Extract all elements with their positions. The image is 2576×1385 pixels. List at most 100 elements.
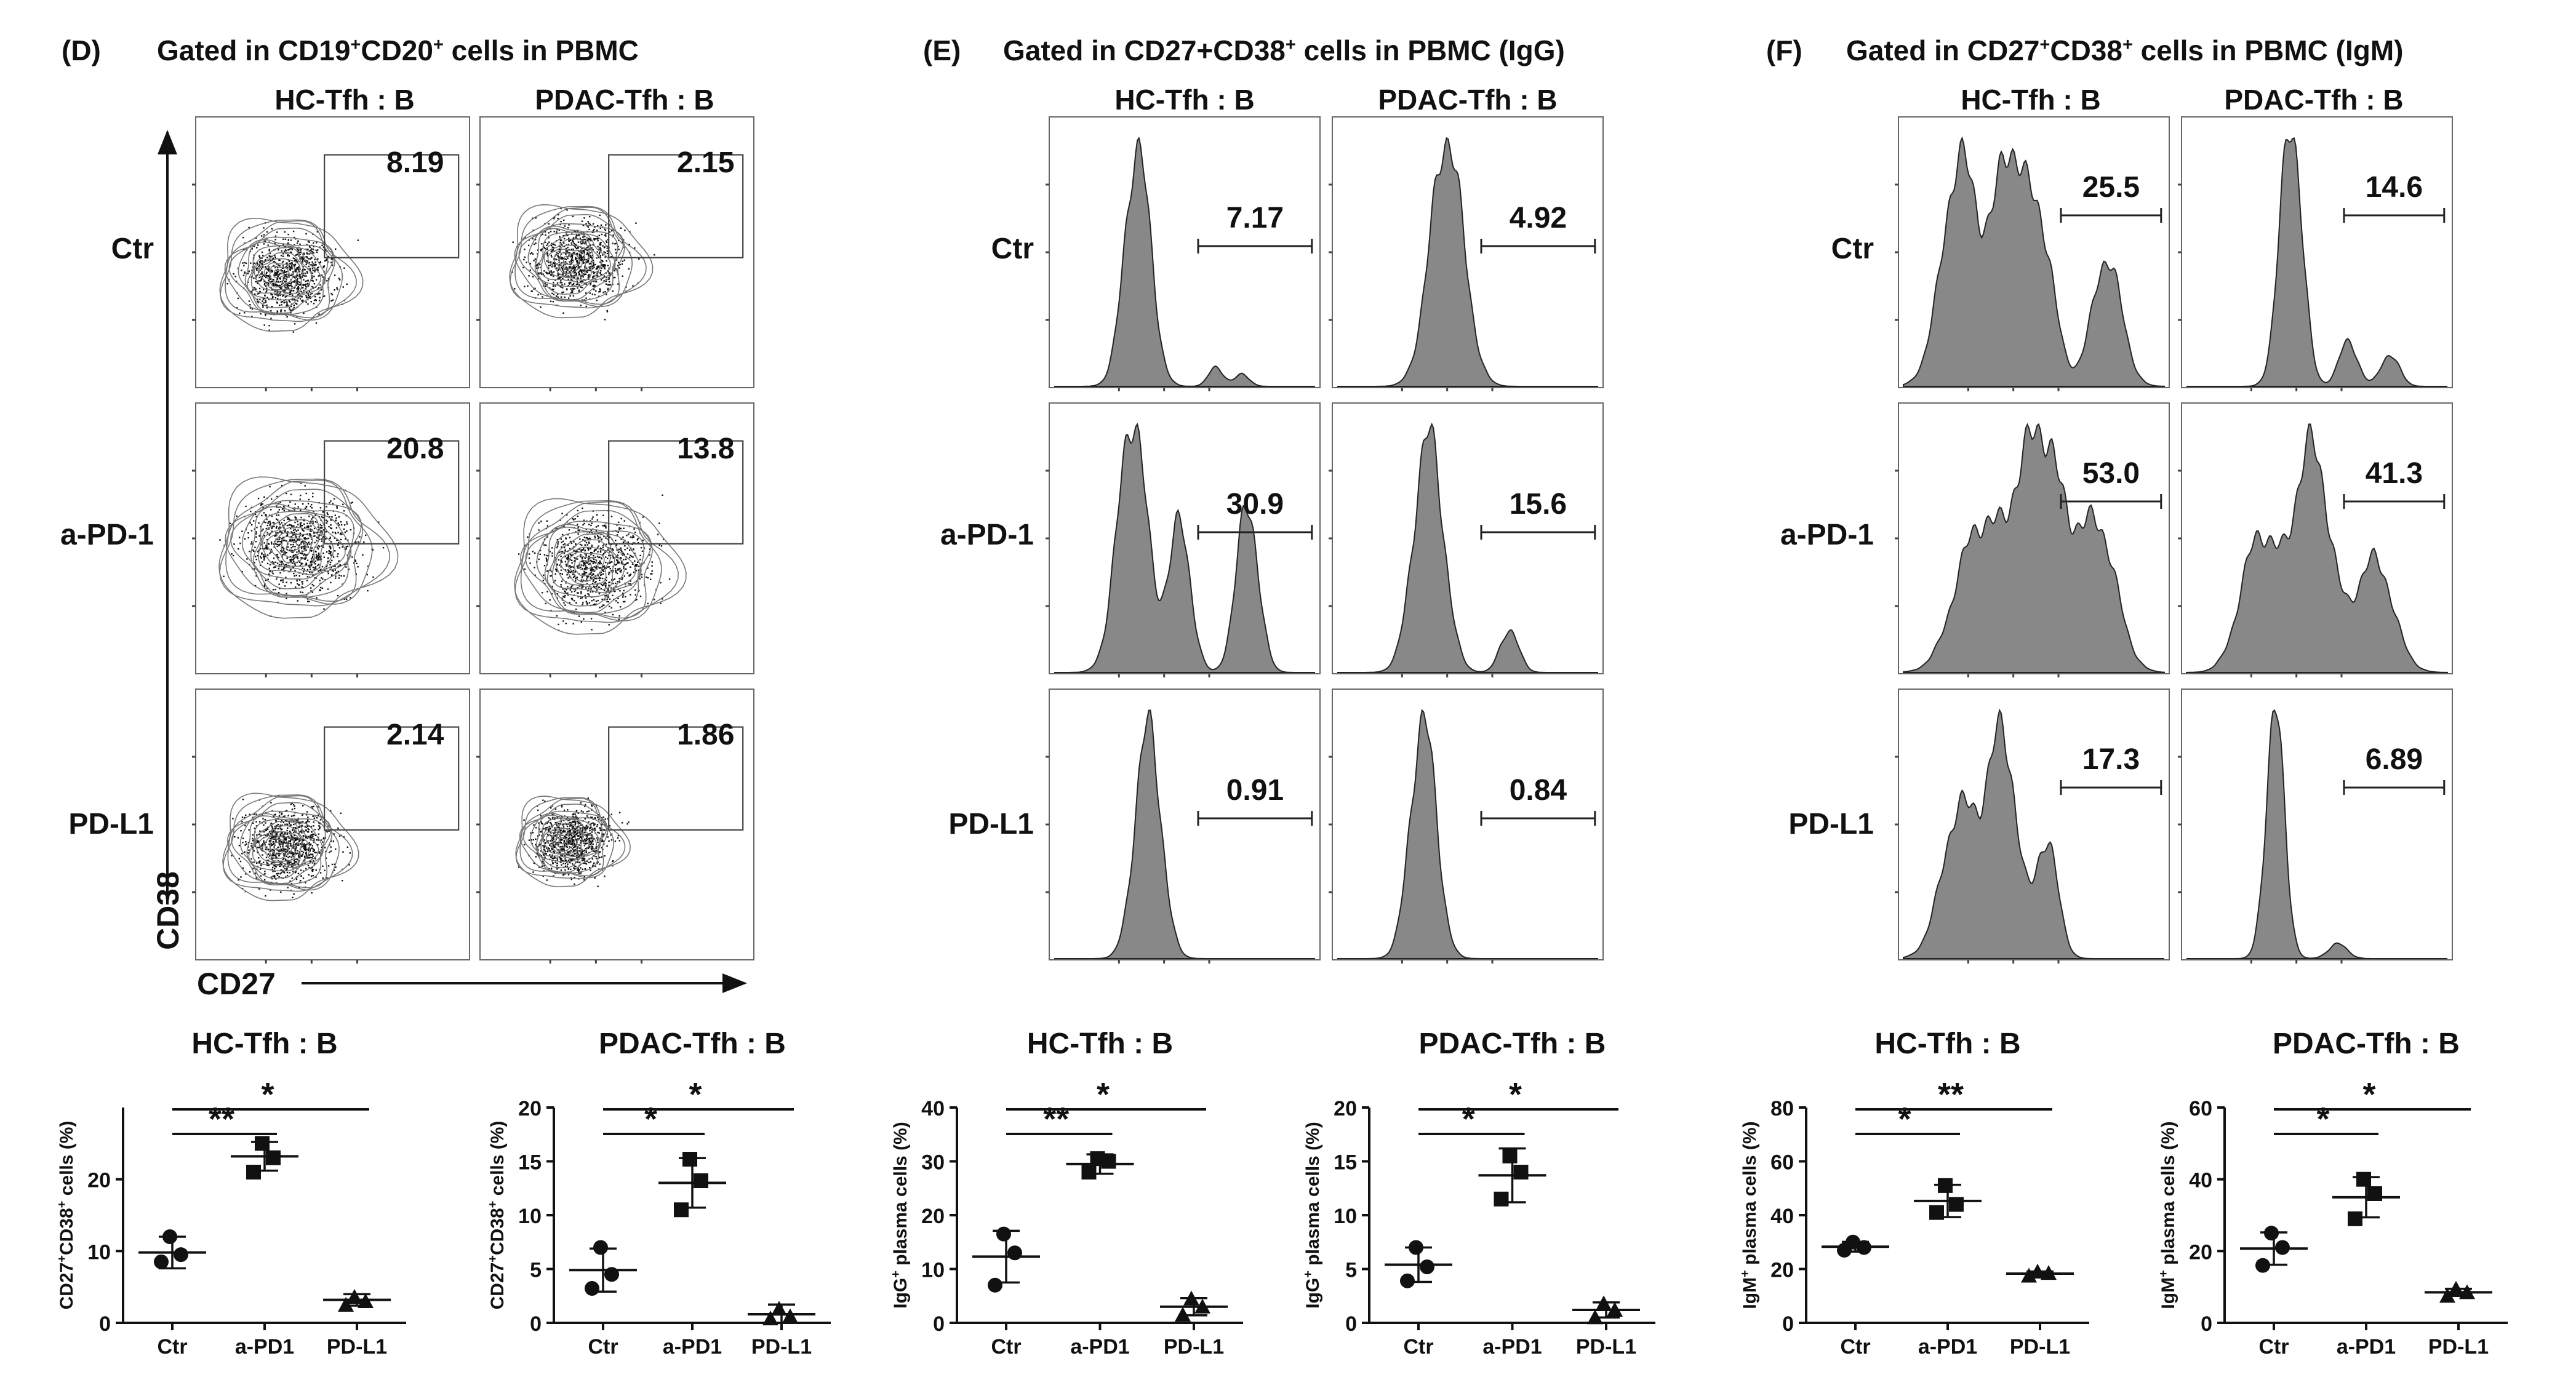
y-tick-label: 20 [921,1205,945,1228]
x-tick-label: a-PD1 [235,1335,294,1359]
row-label: Ctr [111,233,154,265]
y-axis-label: CD27+CD38+ cells (%) [486,1121,508,1310]
gate-box [324,154,460,258]
histogram [1054,709,1315,959]
contour-lines [219,217,364,332]
y-tick-label: 5 [1345,1259,1357,1282]
x-tick-label: PD-L1 [751,1335,812,1359]
y-tick-label: 0 [1782,1312,1794,1336]
significance-label: * [261,1076,274,1113]
data-point [2041,1265,2057,1280]
significance-label: * [689,1076,702,1113]
y-tick-label: 20 [1770,1259,1794,1282]
histogram [2186,423,2448,673]
histogram [1903,708,2164,959]
x-tick-label: Ctr [2258,1335,2289,1359]
contour-lines [515,796,631,887]
gate-box [324,440,460,545]
data-point [1494,1191,1509,1207]
significance-label: ** [1043,1101,1069,1138]
data-point [782,1308,798,1323]
data-point [771,1301,787,1316]
data-point [1949,1197,1964,1212]
data-point [762,1311,778,1325]
gate-percentage: 0.84 [1510,774,1567,807]
data-point [1175,1306,1191,1322]
data-point [346,1289,362,1304]
data-point [1420,1259,1434,1274]
significance-label: * [2316,1101,2329,1138]
gate-percentage: 2.14 [386,719,444,751]
gate-box [608,726,744,831]
gate-percentage: 1.86 [677,719,734,751]
contour-lines [218,476,399,619]
flow-plot: 8.19 [192,116,470,391]
x-tick-label: Ctr [1403,1335,1433,1359]
y-tick-label: 30 [921,1151,945,1175]
x-tick-label: a-PD1 [2337,1335,2396,1359]
gate-percentage: 15.6 [1510,488,1567,521]
summary-charts: HC-Tfh : B 0 10 20 CD27+CD38+ cells (%) Ctr a-… [55,1028,2508,1359]
gate-percentage: 0.91 [1226,774,1284,807]
flow-plot: 2.14 [192,689,470,964]
summary-chart-4: HC-Tfh : B 0 20 40 60 80 IgM+ plasma cells (%)… [1738,1028,2089,1359]
flow-panel-2: (F) Gated in CD27+CD38+ cells in PBMC (Ig… [1766,34,2453,964]
panel-letter: (F) [1766,34,1802,66]
significance-label: * [644,1101,657,1138]
contour-lines [509,204,654,319]
histogram [1337,137,1598,387]
y-tick-label: 0 [99,1312,111,1336]
data-point [2021,1267,2037,1283]
data-point [1607,1302,1623,1317]
gate-percentage: 17.3 [2082,743,2140,776]
column-header: HC-Tfh : B [274,84,414,116]
row-label: Ctr [991,233,1034,265]
histogram [2186,137,2447,387]
x-tick-label: Ctr [991,1335,1021,1359]
data-point [2348,1211,2362,1226]
y-tick-label: 15 [518,1151,542,1175]
plot-frame [1049,689,1321,960]
data-point [1400,1273,1415,1288]
flow-plot: 4.92 [1329,116,1604,391]
data-point [1081,1165,1097,1179]
histogram [1337,422,1598,673]
gate-percentage: 7.17 [1226,202,1284,234]
y-tick-label: 5 [530,1259,542,1282]
data-point [2448,1280,2464,1296]
data-point [694,1173,708,1188]
flow-plot: 53.0 [1895,402,2170,677]
y-axis-label: IgG+ plasma cells (%) [1302,1122,1323,1308]
summary-chart-1: PDAC-Tfh : B 0 5 10 15 20 CD27+CD38+ cells (%)… [486,1028,831,1359]
y-tick-label: 0 [1345,1312,1357,1336]
y-axis-label: IgG+ plasma cells (%) [889,1122,911,1308]
y-tick-label: 20 [87,1169,111,1192]
data-point [604,1267,619,1282]
contour-lines [222,792,359,901]
histogram [1054,136,1315,387]
y-axis-label: IgM+ plasma cells (%) [2157,1121,2178,1309]
data-point [1007,1245,1022,1261]
x-tick-label: PD-L1 [1576,1335,1636,1359]
data-point [2367,1186,2382,1201]
panel-title: Gated in CD27+CD38+ cells in PBMC (IgG) [1003,34,1565,66]
gate-percentage: 20.8 [386,433,444,465]
y-tick-label: 0 [530,1312,542,1336]
plot-frame [1049,116,1321,388]
gate-percentage: 8.19 [386,146,444,179]
y-tick-label: 10 [921,1259,945,1282]
data-point [174,1247,188,1263]
data-point [1857,1240,1871,1255]
panel-title: Gated in CD19+CD20+ cells in PBMC [157,34,639,66]
data-point [593,1240,608,1255]
flow-plot: 2.15 [476,116,754,391]
data-point [246,1165,261,1179]
significance-label: * [2362,1076,2375,1113]
data-point [2255,1258,2270,1273]
column-header: HC-Tfh : B [1114,84,1254,116]
data-point [2439,1288,2455,1303]
row-label: a-PD-1 [940,519,1034,551]
histogram [1903,136,2165,387]
data-point [1587,1309,1603,1325]
histogram [1903,423,2165,673]
